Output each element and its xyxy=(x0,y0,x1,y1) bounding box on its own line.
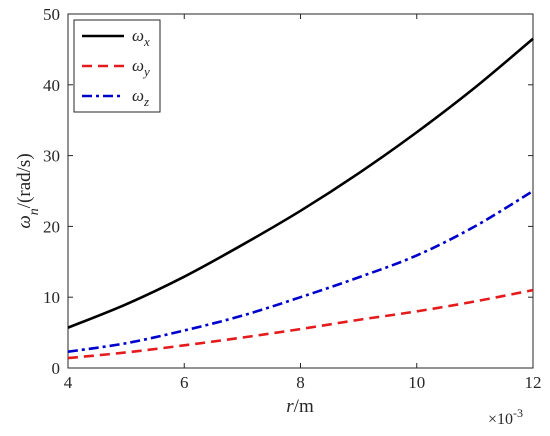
x-tick-label-6: 6 xyxy=(180,373,189,392)
x-axis-var: r xyxy=(286,396,294,417)
y-tick-label-30: 30 xyxy=(43,147,60,166)
x-tick-label-10: 10 xyxy=(408,373,425,392)
series-line-ωy xyxy=(67,288,534,360)
legend: ωx ωy ωz xyxy=(73,19,161,113)
y-tick-label-50: 50 xyxy=(43,5,60,24)
legend-label-wx-name: ω xyxy=(132,26,144,45)
x-tick-label-8: 8 xyxy=(296,373,305,392)
series-lines xyxy=(67,37,534,360)
legend-label-wy-sub: y xyxy=(142,64,150,79)
y-axis-unit: /(rad/s) xyxy=(14,153,35,208)
tick-labels: 4 6 8 10 12 0 10 20 30 40 50 xyxy=(43,5,542,392)
series-line-ωx xyxy=(67,37,534,329)
axis-ticks xyxy=(67,13,534,369)
y-tick-label-20: 20 xyxy=(43,217,60,236)
x-multiplier: ×10-3 xyxy=(488,406,523,428)
x-multiplier-exp: -3 xyxy=(513,406,523,420)
x-tick-label-12: 12 xyxy=(525,373,542,392)
legend-label-wy-name: ω xyxy=(132,56,144,75)
x-multiplier-base: ×10 xyxy=(488,411,513,428)
legend-label-wz-sub: z xyxy=(143,94,149,109)
y-axis-title: ωn/(rad/s) xyxy=(14,153,42,228)
y-tick-label-40: 40 xyxy=(43,76,60,95)
y-axis-var: ω xyxy=(14,215,35,228)
legend-label-wx: ωx xyxy=(132,26,150,49)
x-axis-title: r/m xyxy=(286,396,314,417)
x-axis-unit: /m xyxy=(294,396,314,417)
y-tick-label-10: 10 xyxy=(43,288,60,307)
legend-label-wz: ωz xyxy=(132,86,149,109)
y-tick-label-0: 0 xyxy=(52,359,61,378)
x-tick-label-4: 4 xyxy=(64,373,73,392)
legend-label-wy: ωy xyxy=(132,56,150,79)
y-axis-sub: n xyxy=(27,208,42,215)
legend-label-wz-name: ω xyxy=(132,86,144,105)
legend-label-wx-sub: x xyxy=(143,34,150,49)
series-line-ωz xyxy=(67,189,534,354)
